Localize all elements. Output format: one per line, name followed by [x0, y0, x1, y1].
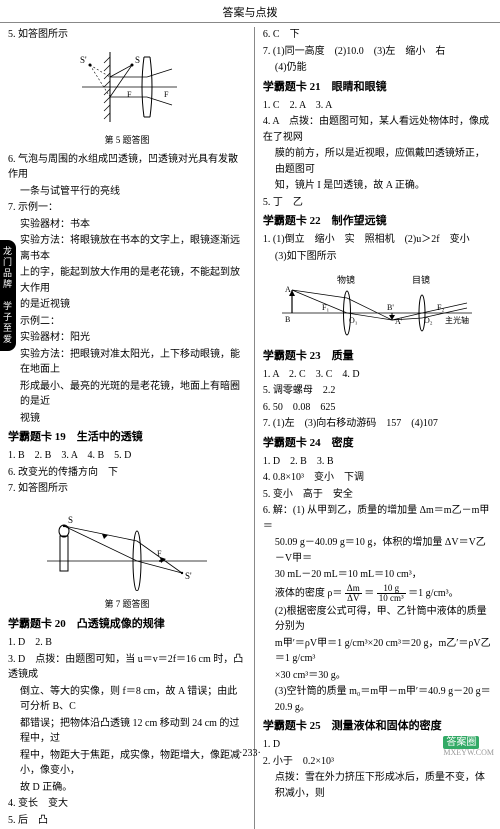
- figure-5: S S' F F 第 5 题答图: [8, 47, 246, 148]
- text-line: 7. (1)同一高度 (2)10.0 (3)左 缩小 右: [263, 44, 492, 60]
- page-number: ·233·: [0, 748, 500, 759]
- text-line: 6. 改变光的传播方向 下: [8, 465, 246, 481]
- svg-text:S: S: [135, 55, 140, 65]
- text-line: (3)如下图所示: [263, 249, 492, 265]
- svg-text:F₂: F₂: [437, 303, 444, 312]
- text-line: 倒立、等大的实像，则 f＝8 cm，故 A 错误；由此可分析 B、C: [8, 684, 246, 715]
- text-line: ×30 cm³＝30 g。: [263, 668, 492, 684]
- text-line: 5. 变小 高于 安全: [263, 487, 492, 503]
- text-line: 6. 气泡与周围的水组成凹透镜，凹透镜对光具有发散作用: [8, 152, 246, 183]
- text-line: 1. D 2. B 3. B: [263, 454, 492, 470]
- text-line: 都错误；把物体沿凸透镜 12 cm 移动到 24 cm 的过程中，过: [8, 716, 246, 747]
- text-line: 膜的前方，所以是近视眼，应佩戴凹透镜矫正，由题图可: [263, 146, 492, 177]
- text-line: 5. 如答图所示: [8, 27, 246, 43]
- svg-text:B: B: [285, 315, 290, 324]
- watermark: 答案圈 MXEYW.COM: [443, 733, 494, 757]
- text-line: 4. 0.8×10³ 变小 下调: [263, 470, 492, 486]
- text-line: 的是近视镜: [8, 297, 246, 313]
- text-line: 1. (1)倒立 缩小 实 照相机 (2)u＞2f 变小: [263, 232, 492, 248]
- text-line: 实验方法：把眼镜对准太阳光，上下移动眼镜，能在地面上: [8, 347, 246, 378]
- text-line: 实验器材：阳光: [8, 330, 246, 346]
- text-line: 50.09 g－40.09 g＝10 g，体积的增加量 ΔV＝V乙－V甲＝: [263, 535, 492, 566]
- svg-text:F: F: [164, 90, 169, 99]
- text-line: 5. 丁 乙: [263, 195, 492, 211]
- text-line: 点拨：雪在外力挤压下形成冰后，质量不变，体积减小，则: [263, 770, 492, 801]
- text-line: 知，镜片 I 是凹透镜，故 A 正确。: [263, 178, 492, 194]
- text-line: 示例二：: [8, 314, 246, 330]
- left-column: 5. 如答图所示 S S': [8, 27, 246, 829]
- text-line: 一条与试管平行的亮线: [8, 184, 246, 200]
- text-line: (4)仍能: [263, 60, 492, 76]
- svg-text:S: S: [68, 515, 73, 525]
- svg-text:A: A: [285, 285, 291, 294]
- text-line: 6. 解：(1) 从甲到乙，质量的增加量 Δm＝m乙－m甲＝: [263, 503, 492, 534]
- text-line: 4. A 点拨：由题图可知，某人看远处物体时，像成在了视网: [263, 114, 492, 145]
- text-line: 上的字，能起到放大作用的是老花镜，不能起到放大作用: [8, 265, 246, 296]
- page-header: 答案与点拨: [0, 0, 500, 23]
- text-line: 7. 如答图所示: [8, 481, 246, 497]
- text-line: 液体的密度 ρ＝ ΔmΔV ＝ 10 g10 cm³ ＝1 g/cm³。: [263, 584, 492, 603]
- figure-7-caption: 第 7 题答图: [8, 598, 246, 612]
- text-line: 4. 变长 变大: [8, 796, 246, 812]
- text-line: 7. 示例一：: [8, 200, 246, 216]
- figure-7: S F S' 第 7 题答图: [8, 501, 246, 612]
- text-line: (3)空针筒的质量 m₀＝m甲－m甲′＝40.9 g－20 g＝20.9 g。: [263, 684, 492, 715]
- svg-text:主光轴: 主光轴: [445, 315, 469, 325]
- section-22-title: 学霸题卡 22 制作望远镜: [263, 213, 492, 230]
- figure-5-caption: 第 5 题答图: [8, 134, 246, 148]
- right-column: 6. C 下 7. (1)同一高度 (2)10.0 (3)左 缩小 右 (4)仍…: [254, 27, 492, 829]
- svg-text:O₁: O₁: [349, 316, 358, 325]
- figure-22: 主光轴 物镜 目镜 A B A' B' F₁ O₁ O₂ F₂: [263, 268, 492, 344]
- section-20-title: 学霸题卡 20 凸透镜成像的规律: [8, 616, 246, 633]
- text-line: 5. 调零螺母 2.2: [263, 383, 492, 399]
- text-line: 3. D 点拨：由题图可知，当 u＝v＝2f＝16 cm 时，凸透镜成: [8, 652, 246, 683]
- svg-text:F: F: [127, 90, 132, 99]
- side-tab: 龙门品牌 学子至爱: [0, 240, 16, 351]
- text-line: 实验方法：将眼镜放在书本的文字上，眼镜逐渐远离书本: [8, 233, 246, 264]
- svg-text:B': B': [387, 303, 394, 312]
- text-line: 视镜: [8, 411, 246, 427]
- text-line: 6. 50 0.08 625: [263, 400, 492, 416]
- section-24-title: 学霸题卡 24 密度: [263, 435, 492, 452]
- text-line: 实验器材：书本: [8, 217, 246, 233]
- svg-text:F: F: [157, 549, 162, 558]
- text-line: 故 D 正确。: [8, 780, 246, 796]
- text-line: 30 mL－20 mL＝10 mL＝10 cm³，: [263, 567, 492, 583]
- text-line: 1. A 2. C 3. C 4. D: [263, 367, 492, 383]
- text-line: (2)根据密度公式可得，甲、乙针筒中液体的质量分别为: [263, 604, 492, 635]
- text-line: 6. C 下: [263, 27, 492, 43]
- text-line: 1. B 2. B 3. A 4. B 5. D: [8, 448, 246, 464]
- svg-text:S': S': [80, 55, 87, 65]
- text-line: 7. (1)左 (3)向右移动游码 157 (4)107: [263, 416, 492, 432]
- section-19-title: 学霸题卡 19 生活中的透镜: [8, 429, 246, 446]
- section-21-title: 学霸题卡 21 眼睛和眼镜: [263, 79, 492, 96]
- svg-text:物镜: 物镜: [337, 274, 355, 285]
- text-line: 形成最小、最亮的光斑的是老花镜，地面上有暗圈的是近: [8, 379, 246, 410]
- text-line: m甲′＝ρV甲＝1 g/cm³×20 cm³＝20 g，m乙′＝ρV乙＝1 g/…: [263, 636, 492, 667]
- section-23-title: 学霸题卡 23 质量: [263, 348, 492, 365]
- svg-text:目镜: 目镜: [412, 274, 430, 285]
- text-line: 5. 后 凸: [8, 813, 246, 829]
- content-columns: 5. 如答图所示 S S': [0, 27, 500, 829]
- text-line: 1. D 2. B: [8, 635, 246, 651]
- text-line: 1. C 2. A 3. A: [263, 98, 492, 114]
- svg-text:S': S': [185, 571, 192, 581]
